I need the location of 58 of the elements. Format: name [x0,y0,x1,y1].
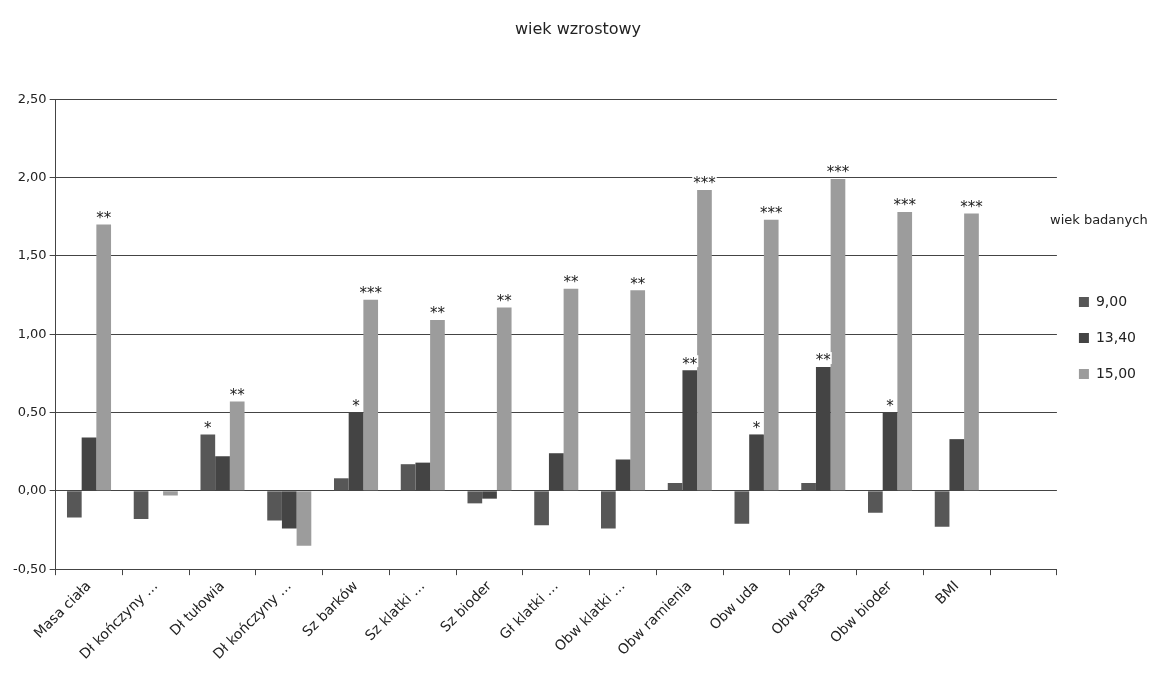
bar [163,491,178,496]
y-tick-label: -0,50 [13,560,47,576]
bar [333,478,349,491]
bar [734,491,750,524]
bar [363,299,379,491]
bar [267,491,282,521]
bar [467,491,483,504]
bar [296,491,312,546]
data-label: ** [682,354,698,373]
data-label: *** [826,163,850,182]
data-label: *** [893,196,917,215]
data-label: ** [229,385,246,404]
chart-title: wiek wzrostowy [514,18,642,38]
bar [200,434,216,491]
y-tick-label: 2,50 [17,90,47,106]
data-label: ** [496,291,513,310]
bar [133,491,149,520]
data-label: * [204,418,213,437]
legend-label: 13,40 [1095,328,1137,345]
bar [934,491,950,527]
data-label: ** [429,304,446,323]
bar [630,290,646,491]
data-label: * [886,396,895,415]
data-label: * [352,396,361,415]
y-tick-label: 1,00 [17,325,47,341]
bar [496,307,512,491]
bar [763,219,779,491]
bar [96,224,112,491]
data-label: ** [563,273,579,292]
legend-label: 9,00 [1095,292,1128,309]
bar [229,401,245,491]
data-label: ** [96,208,112,227]
bar [66,491,82,518]
data-label: *** [759,204,783,223]
data-label: ** [815,351,832,370]
bar [897,211,913,491]
y-tick-label: 1,50 [17,247,47,263]
bar [601,491,616,529]
y-tick-label: 2,00 [17,168,47,184]
data-label: *** [960,197,984,216]
legend-label: 15,00 [1095,364,1137,381]
bar [830,179,846,491]
bar [430,320,445,491]
data-label: ** [630,274,646,293]
bar [697,190,712,491]
bar [534,491,549,526]
bar [964,213,979,491]
bar [868,491,883,513]
bar [667,482,683,491]
data-label: *** [693,174,717,193]
data-label: * [752,418,761,437]
bar [801,482,816,491]
bar [400,464,416,491]
legend-title: wiek badanych [1050,212,1148,227]
data-label: *** [359,284,383,303]
y-tick-label: 0,00 [17,482,47,498]
y-tick-label: 0,50 [17,403,47,419]
bar [563,288,579,491]
